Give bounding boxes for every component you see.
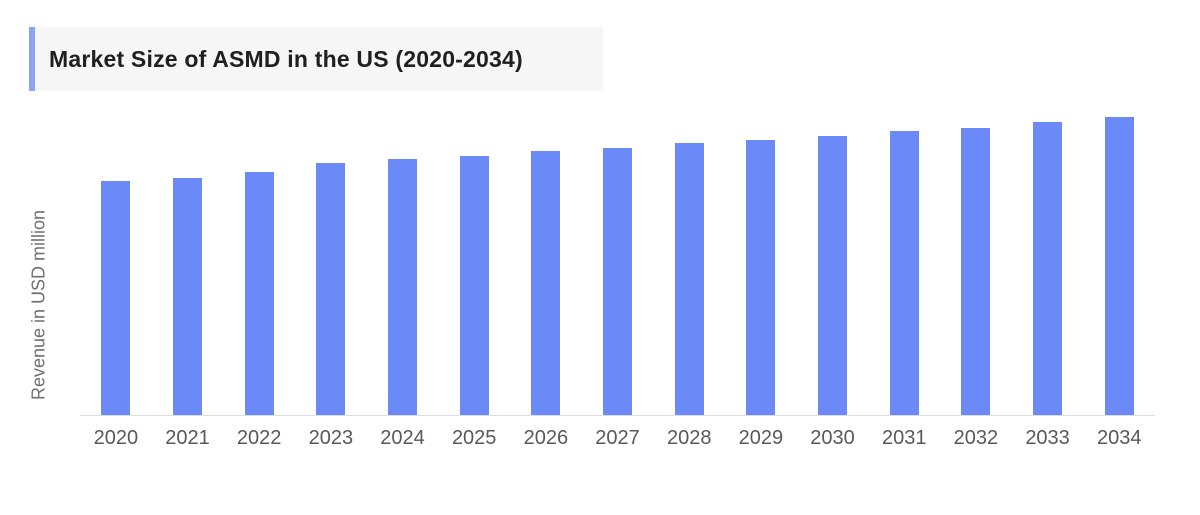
x-axis-label-2023: 2023 (308, 427, 354, 449)
bar-2026[interactable] (531, 151, 561, 415)
x-axis-label-2030: 2030 (810, 427, 855, 449)
x-axis-label-2024: 2024 (380, 427, 425, 449)
chart-title: Market Size of ASMD in the US (2020-2034… (49, 45, 523, 72)
bar-2022[interactable] (244, 172, 274, 415)
x-axis-label-2021: 2021 (165, 427, 210, 449)
x-axis-label-2032: 2032 (953, 427, 999, 449)
x-axis-label-2034: 2034 (1096, 427, 1142, 449)
x-axis-label-2025: 2025 (451, 427, 497, 449)
title-block: Market Size of ASMD in the US (2020-2034… (29, 27, 603, 91)
bar-2028[interactable] (674, 142, 704, 415)
bar-2023[interactable] (316, 162, 346, 415)
bar-2025[interactable] (459, 156, 489, 415)
bar-2031[interactable] (889, 131, 919, 415)
bar-2027[interactable] (603, 148, 632, 415)
x-axis-label-2031: 2031 (881, 427, 927, 449)
x-axis-labels: 2020 2021 2022 2023 2024 2025 2026 2027 2028 2029… (80, 427, 1155, 450)
plot-area (80, 110, 1155, 416)
bar-2033[interactable] (1033, 122, 1062, 415)
bar-2020[interactable] (101, 181, 131, 415)
x-axis-label-2022: 2022 (236, 427, 282, 449)
x-axis-label-2033: 2033 (1025, 427, 1070, 449)
bar-2032[interactable] (961, 128, 991, 415)
bar-2034[interactable] (1104, 117, 1134, 415)
x-axis-label-2029: 2029 (738, 427, 784, 449)
bar-2029[interactable] (746, 139, 776, 415)
x-axis-label-2026: 2026 (523, 427, 569, 449)
bar-2021[interactable] (173, 178, 202, 415)
title-accent-bar (29, 27, 35, 91)
x-axis-label-2027: 2027 (595, 427, 640, 449)
bar-2030[interactable] (818, 136, 847, 415)
bar-2024[interactable] (388, 159, 417, 415)
x-axis-label-2020: 2020 (93, 427, 139, 449)
y-axis-label: Revenue in USD million (28, 209, 49, 401)
x-axis-label-2028: 2028 (666, 427, 712, 449)
